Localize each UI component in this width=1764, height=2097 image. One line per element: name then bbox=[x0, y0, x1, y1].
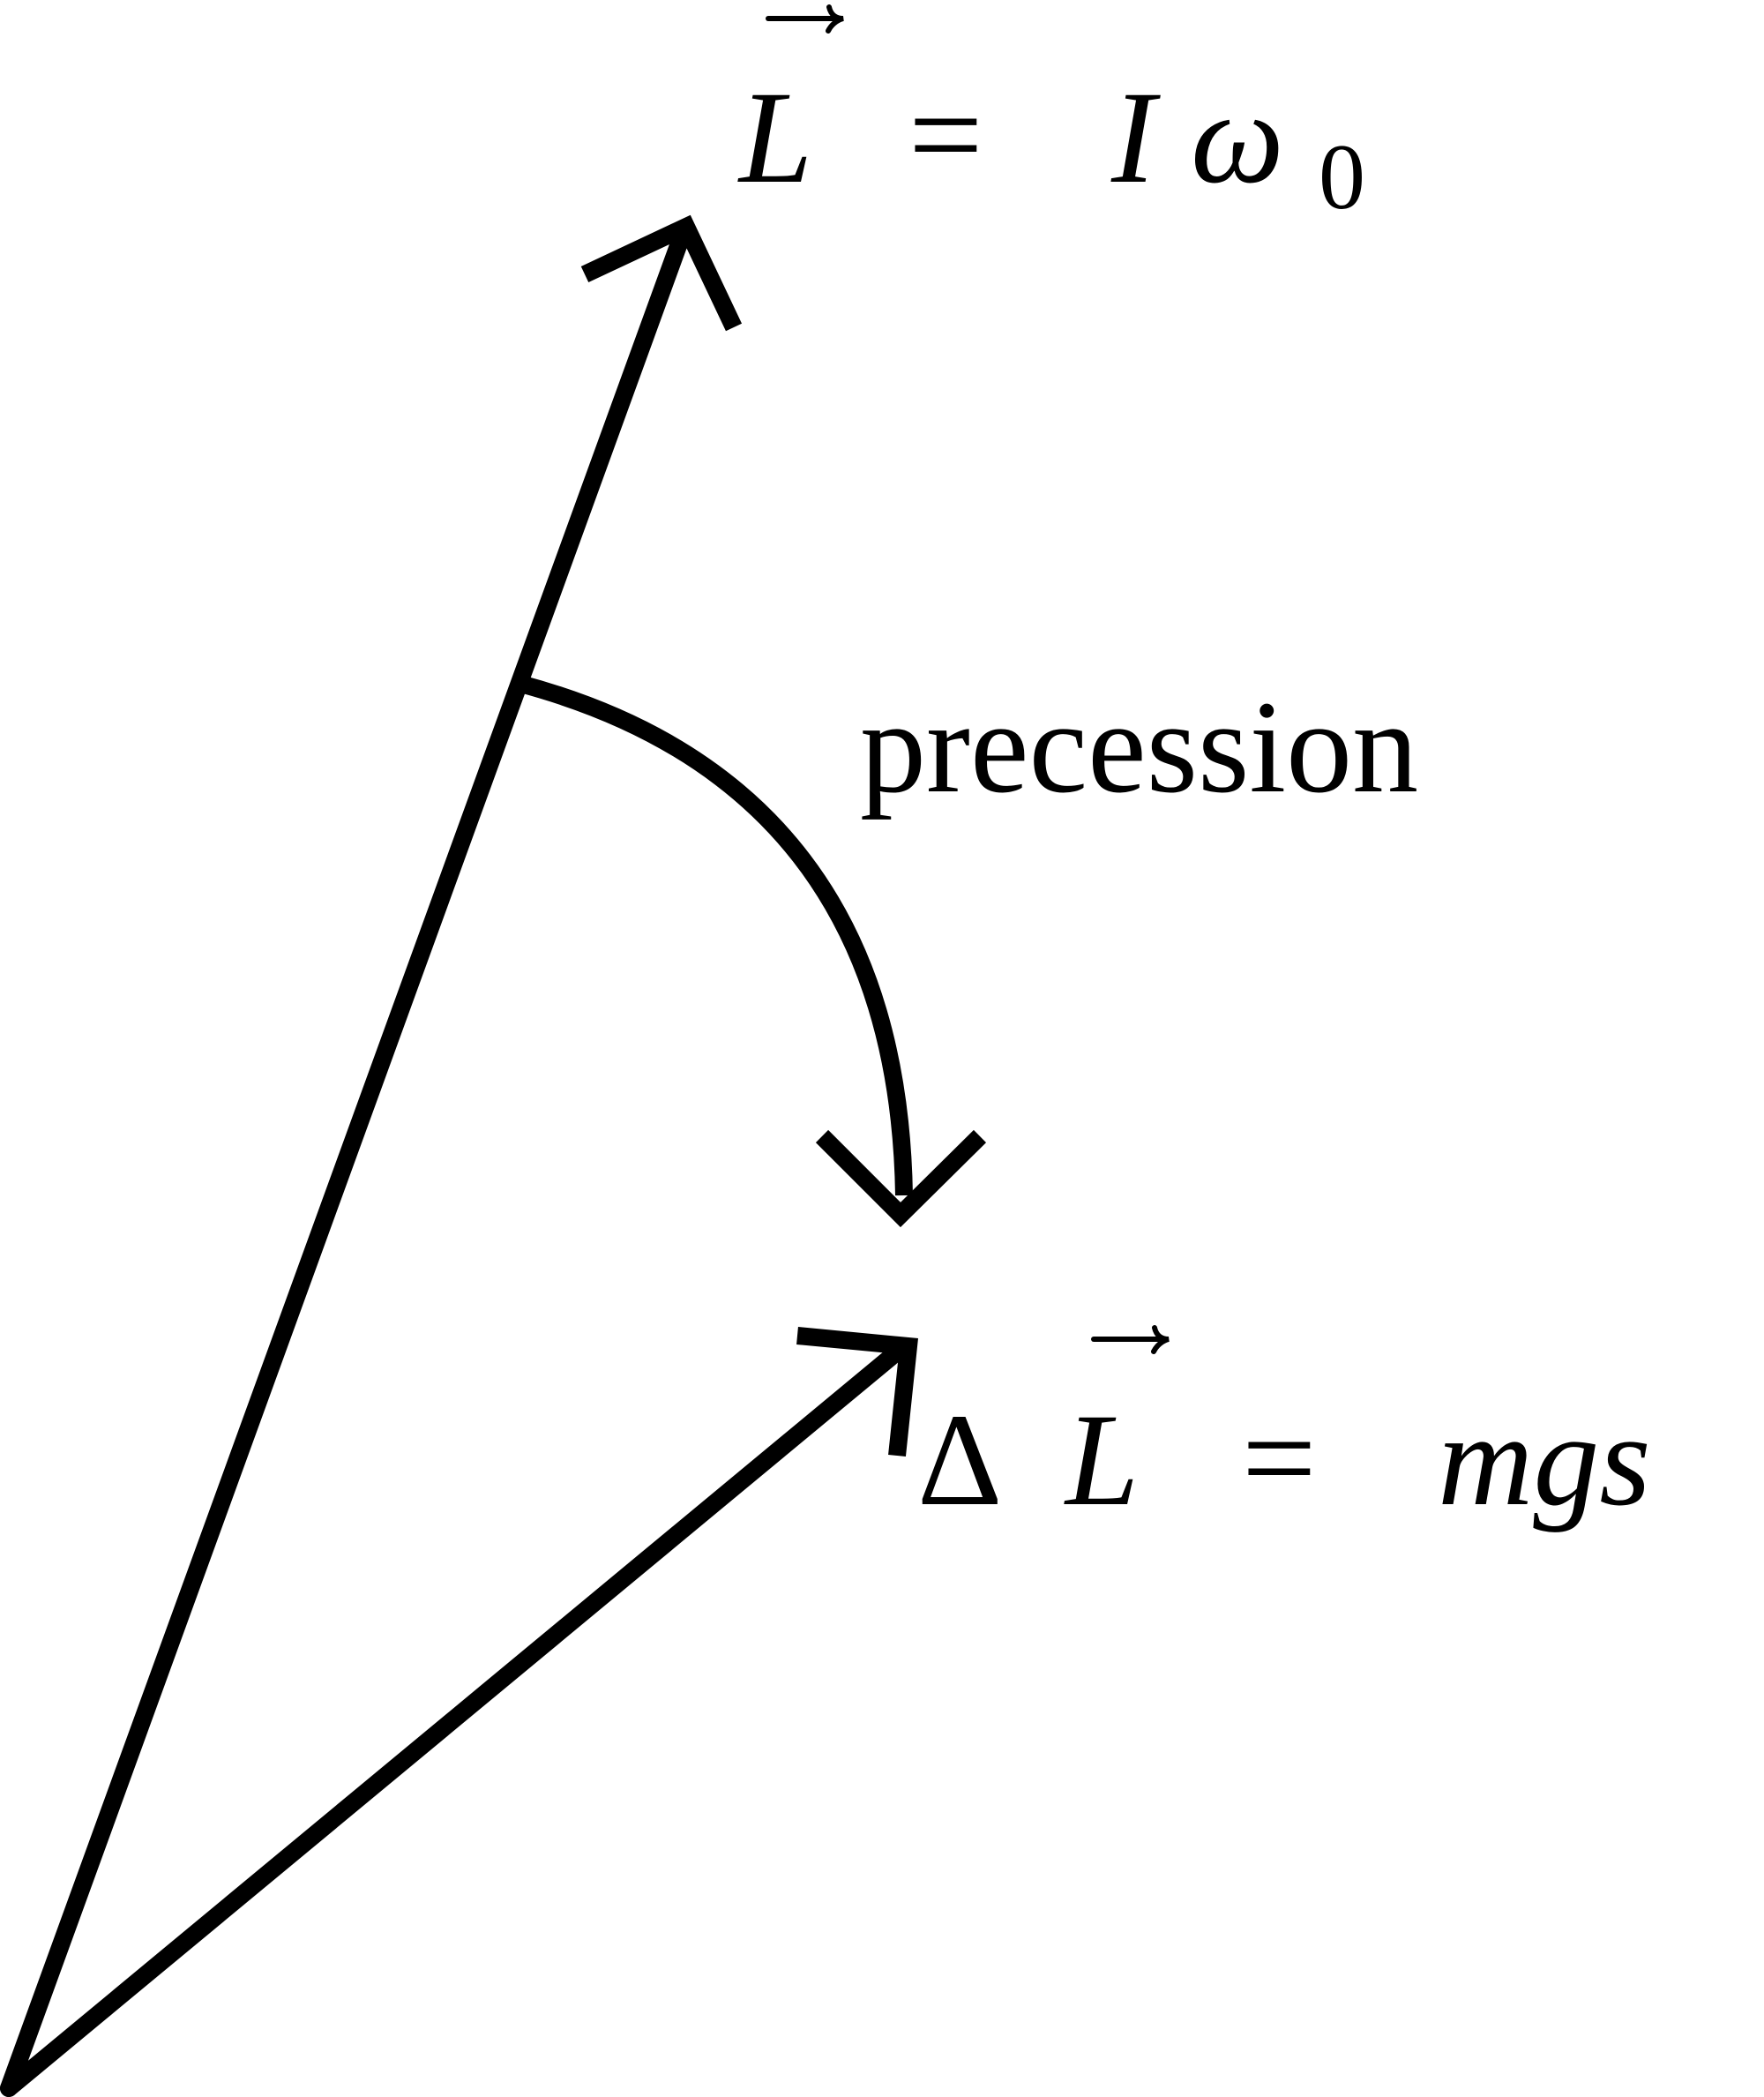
precession-arc-arrowhead bbox=[815, 1129, 987, 1228]
vector-over-L-icon bbox=[766, 4, 844, 34]
precession-arc-arrow bbox=[518, 675, 987, 1228]
symbol-omega: ω bbox=[1191, 64, 1284, 211]
vector-L-arrowhead bbox=[580, 214, 743, 332]
symbol-I: I bbox=[1110, 64, 1161, 211]
subscript-zero: 0 bbox=[1319, 125, 1365, 228]
vector-L-shaft bbox=[0, 222, 692, 2097]
vector-delta-L-arrow bbox=[0, 1327, 918, 2097]
equals-sign-bottom: = bbox=[1242, 1385, 1317, 1532]
symbol-delta: Δ bbox=[917, 1387, 1002, 1533]
vector-delta-L-arrowhead bbox=[796, 1327, 918, 1457]
symbol-mgs: mgs bbox=[1438, 1387, 1651, 1533]
precession-arc bbox=[518, 675, 913, 1196]
equals-sign-top: = bbox=[908, 62, 983, 208]
vector-L-arrow bbox=[0, 214, 743, 2097]
vector-over-delta-L-icon bbox=[1091, 1325, 1170, 1354]
label-angular-momentum: L = I ω 0 bbox=[737, 4, 1365, 228]
vector-delta-L-shaft bbox=[0, 1341, 908, 2097]
symbol-L-delta: L bbox=[1064, 1387, 1139, 1533]
precession-label: precession bbox=[860, 674, 1418, 820]
symbol-L: L bbox=[737, 64, 812, 211]
label-change-angular-momentum: Δ L = mgs bbox=[917, 1325, 1651, 1533]
